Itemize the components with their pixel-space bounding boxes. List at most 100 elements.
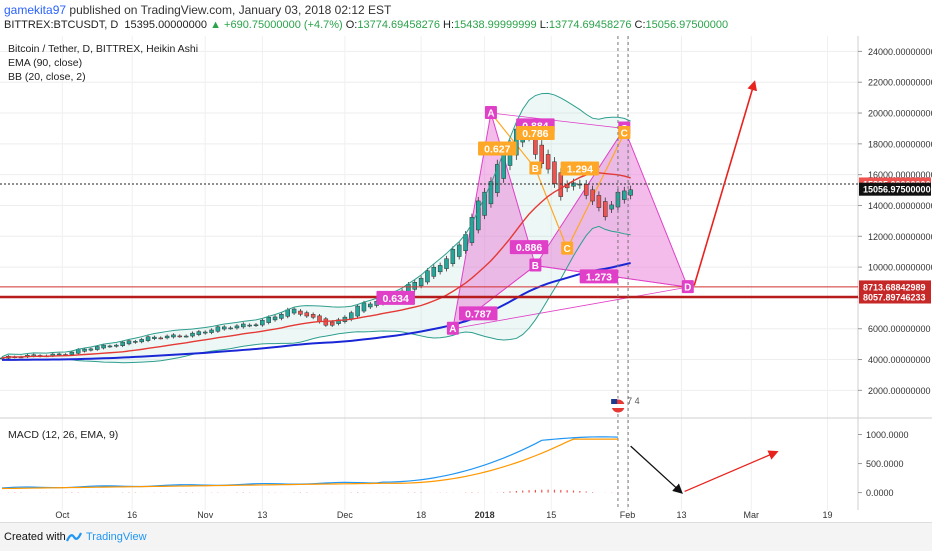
y-tick-label: 12000.00000000: [868, 232, 932, 242]
candle-body: [253, 324, 259, 327]
candle-body: [596, 195, 602, 208]
candle-body: [241, 323, 246, 328]
grid: [0, 36, 932, 510]
candle-body: [418, 277, 424, 287]
macd-pane: [1, 436, 779, 494]
x-tick-label: Feb: [620, 510, 636, 520]
candle-body: [329, 321, 335, 326]
candle-body: [476, 200, 481, 231]
price-change: +690.75000000 (+4.7%): [224, 19, 343, 31]
publish-text: published on TradingView.com, January 03…: [69, 3, 392, 17]
candle-body: [336, 319, 341, 324]
up-arrow-icon: ▲: [210, 19, 221, 31]
candle-body: [202, 331, 208, 334]
ratio-box: [516, 126, 555, 141]
ratio-label: 0.627: [484, 143, 510, 155]
pattern-annotations[interactable]: 0.8840.7860.6271.2940.8861.2730.6340.787…: [0, 36, 858, 510]
y-tick-label: 22000.00000000: [868, 78, 932, 88]
signal-line: [1, 438, 618, 490]
ratio-label: 0.787: [465, 308, 491, 320]
pattern-point-box: [484, 106, 497, 120]
pattern-point-label: D: [684, 283, 691, 294]
low-value: 13774.69458276: [548, 19, 632, 31]
ratio-label: 0.886: [516, 242, 542, 254]
flag-stripe: [611, 404, 626, 408]
y-tick-label: 20000.00000000: [868, 109, 932, 119]
candle-body: [355, 305, 360, 317]
ema-legend: EMA (90, close): [8, 57, 82, 69]
bb-legend: BB (20, close, 2): [8, 71, 86, 83]
price-tag: [859, 182, 931, 196]
author-link[interactable]: gamekita97: [4, 3, 67, 17]
x-tick-label: 2018: [475, 510, 495, 520]
inner-point-box: [618, 126, 631, 140]
candle-body: [196, 331, 202, 335]
close-value: 15056.97500000: [645, 19, 729, 31]
candle-body: [310, 314, 316, 318]
y-tick-label: 6000.00000000: [868, 324, 931, 334]
candle-body: [622, 190, 627, 200]
candle-body: [577, 183, 583, 186]
publish-line: gamekita97 published on TradingView.com,…: [4, 3, 391, 17]
candle-body: [234, 325, 240, 329]
price-tag-label: 15056.97500000: [863, 185, 931, 195]
tradingview-logo-icon: [66, 532, 82, 542]
bb-basis-line: [1, 172, 631, 359]
axes: 2000.00000000 4000.00000000 6000.00000000 8…: [55, 47, 932, 520]
x-tick-label: 15: [546, 510, 556, 520]
ratio-box: [560, 161, 600, 176]
pattern-ac-line: [490, 112, 625, 129]
symbol-label: BITTREX:BTCUSDT, D: [4, 19, 119, 31]
candle-body: [279, 313, 284, 319]
candle-body: [609, 204, 614, 210]
candle-body: [628, 189, 633, 196]
ratio-box: [376, 290, 415, 305]
candle-body: [539, 144, 544, 165]
candle-body: [590, 189, 595, 202]
y-tick-label: 18000.00000000: [868, 139, 932, 149]
candle-body: [583, 184, 589, 196]
candle-body: [101, 344, 106, 349]
inner-point-label: B: [532, 164, 539, 175]
inner-point-box: [529, 161, 542, 175]
candle-body: [107, 345, 113, 348]
candle-body: [437, 265, 443, 273]
y-tick-label: 10000.00000000: [868, 263, 932, 273]
candle-body: [469, 217, 475, 243]
open-value: 13774.69458276: [357, 19, 440, 31]
candle-body: [444, 258, 449, 269]
candle-body: [425, 270, 430, 283]
candle-body: [260, 319, 265, 326]
x-tick-label: 19: [822, 510, 832, 520]
open-label: O:: [345, 19, 358, 31]
candle-body: [368, 303, 373, 308]
candle-body: [56, 353, 62, 356]
macd-y-tick-label: 1000.0000: [866, 430, 909, 440]
candle-body: [177, 335, 183, 338]
candle-body: [69, 351, 75, 355]
x-tick-label: 13: [676, 510, 686, 520]
ratio-box: [459, 306, 498, 321]
candle-body: [456, 244, 462, 257]
x-tick-label: Dec: [337, 510, 354, 520]
candle-body: [158, 337, 163, 340]
macd-line: [1, 436, 618, 489]
price-tag: [859, 280, 931, 294]
macd-up-arrow: [684, 450, 779, 493]
candle-body: [291, 308, 297, 314]
inner-point-label: C: [564, 244, 571, 255]
low-label: L:: [539, 19, 549, 31]
candle-body: [120, 341, 125, 346]
tradingview-link[interactable]: TradingView: [86, 531, 147, 543]
last-price: 15395.00000000: [124, 19, 208, 31]
x-tick-label: Oct: [55, 510, 70, 520]
high-label: H:: [443, 19, 455, 31]
x-tick-label: Nov: [197, 510, 214, 520]
ema-line: [1, 262, 631, 361]
chart-canvas[interactable]: 0.8840.7860.6271.2940.8861.2730.6340.787…: [0, 36, 932, 522]
pattern-point-box: [529, 258, 542, 272]
ratio-box: [509, 240, 549, 255]
ratio-label: 0.634: [383, 293, 409, 305]
candle-body: [95, 346, 100, 350]
y-tick-label: 4000.00000000: [868, 355, 931, 365]
